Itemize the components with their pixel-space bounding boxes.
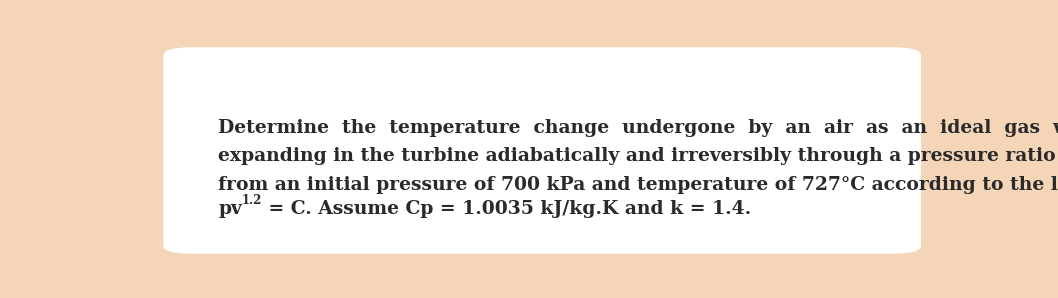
Text: from an initial pressure of 700 kPa and temperature of 727°C according to the la: from an initial pressure of 700 kPa and … <box>218 176 1058 194</box>
Text: 1.2: 1.2 <box>242 194 262 207</box>
Text: = C. Assume Cp = 1.0035 kJ/kg.K and k = 1.4.: = C. Assume Cp = 1.0035 kJ/kg.K and k = … <box>262 200 751 218</box>
Text: Determine  the  temperature  change  undergone  by  an  air  as  an  ideal  gas : Determine the temperature change undergo… <box>218 119 1058 136</box>
Text: expanding in the turbine adiabatically and irreversibly through a pressure ratio: expanding in the turbine adiabatically a… <box>218 147 1058 165</box>
FancyBboxPatch shape <box>163 47 922 254</box>
Text: pv: pv <box>218 200 242 218</box>
